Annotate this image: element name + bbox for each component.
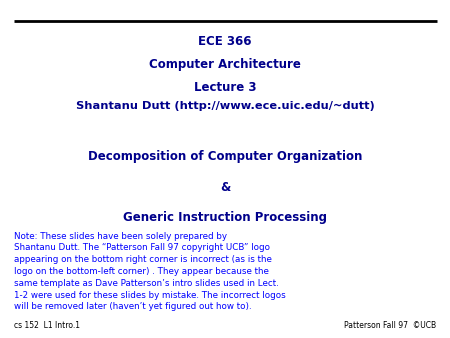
Text: Shantanu Dutt (http://www.ece.uic.edu/~dutt): Shantanu Dutt (http://www.ece.uic.edu/~d… [76, 101, 374, 112]
Text: Decomposition of Computer Organization: Decomposition of Computer Organization [88, 150, 362, 163]
Text: Patterson Fall 97  ©UCB: Patterson Fall 97 ©UCB [344, 320, 436, 330]
Text: Computer Architecture: Computer Architecture [149, 58, 301, 71]
Text: cs 152  L1 Intro.1: cs 152 L1 Intro.1 [14, 320, 80, 330]
Text: Lecture 3: Lecture 3 [194, 81, 256, 94]
Text: Note: These slides have been solely prepared by
Shantanu Dutt. The “Patterson Fa: Note: These slides have been solely prep… [14, 232, 285, 311]
Text: &: & [220, 181, 230, 194]
Text: Generic Instruction Processing: Generic Instruction Processing [123, 211, 327, 224]
Text: ECE 366: ECE 366 [198, 35, 252, 48]
